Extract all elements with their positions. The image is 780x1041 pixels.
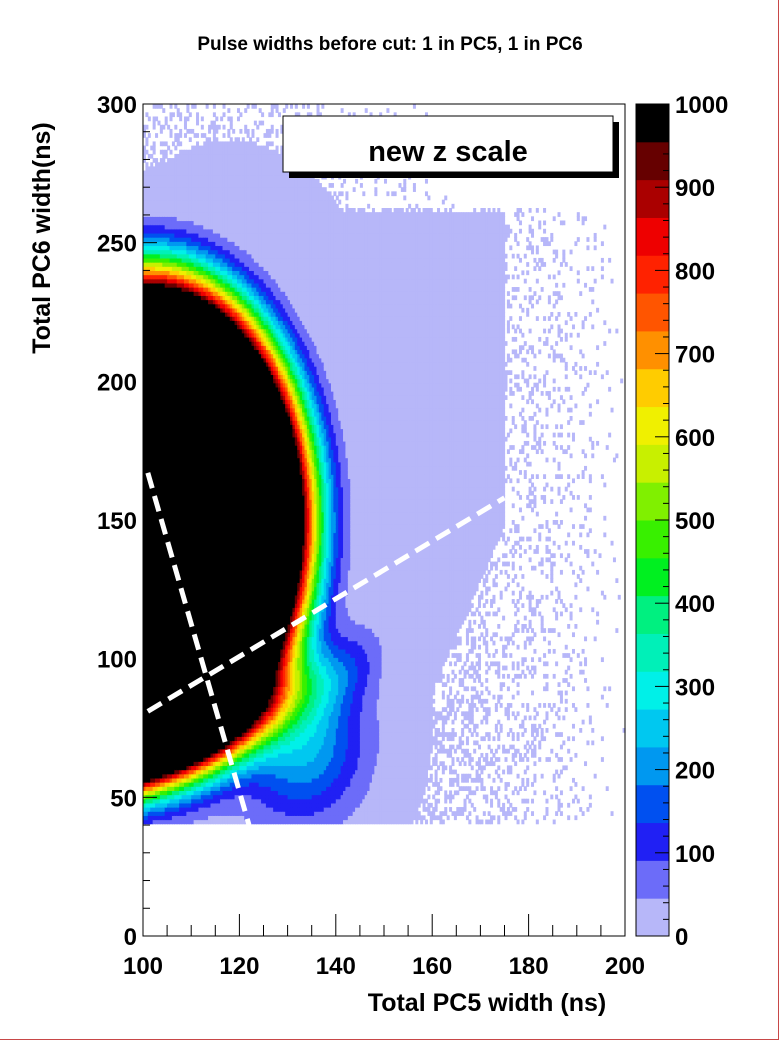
heatmap-cell xyxy=(162,125,165,130)
heatmap-cell xyxy=(186,108,189,113)
heatmap-cell xyxy=(208,137,211,142)
heatmap-cell xyxy=(155,158,158,163)
heatmap-cell xyxy=(184,133,187,138)
heatmap-cell xyxy=(160,129,163,134)
heatmap-cell xyxy=(167,146,170,151)
heatmap-cell xyxy=(186,116,189,121)
heatmap-cell xyxy=(170,150,173,155)
heatmap-cell xyxy=(170,133,173,138)
heatmap-cell xyxy=(153,150,156,155)
plot-area xyxy=(143,104,626,936)
heatmap-cell xyxy=(179,116,182,121)
heatmap-cell xyxy=(196,141,199,146)
heatmap-cell xyxy=(145,112,148,117)
heatmap-cell xyxy=(196,116,199,121)
heatmap-cell xyxy=(174,125,177,130)
heatmap-cell xyxy=(165,154,168,159)
heatmap-cell xyxy=(167,125,170,130)
heatmap-cell xyxy=(160,104,163,109)
heatmap-cell xyxy=(155,116,158,121)
heatmap-cell xyxy=(165,116,168,121)
heatmap-cell xyxy=(184,121,187,126)
heatmap-cell xyxy=(213,121,216,126)
heatmap-cell xyxy=(150,162,153,167)
heatmap-cell xyxy=(213,133,216,138)
heatmap-cell xyxy=(172,141,175,146)
heatmap-cell xyxy=(145,150,148,155)
heatmap-cell xyxy=(177,137,180,142)
heatmap-cell xyxy=(162,108,165,113)
heatmap-cell xyxy=(179,129,182,134)
heatmap-cell xyxy=(179,112,182,117)
heatmap-cell xyxy=(153,121,156,126)
heatmap-cell xyxy=(153,146,156,151)
heatmap-cell xyxy=(145,141,148,146)
heatmap-cell xyxy=(191,129,194,134)
heatmap-cell xyxy=(157,121,160,126)
heatmap-cell xyxy=(153,125,156,130)
heatmap-cell xyxy=(170,116,173,121)
heatmap-cell xyxy=(184,125,187,130)
heatmap-cell xyxy=(165,121,168,126)
heatmap-cell xyxy=(150,154,153,159)
heatmap-cell xyxy=(206,104,209,109)
heatmap-cell xyxy=(213,104,216,109)
heatmap-cell xyxy=(165,150,168,155)
heatmap-cell xyxy=(162,158,165,163)
heatmap-cell xyxy=(145,137,148,142)
heatmap-cell xyxy=(165,141,168,146)
heatmap-cell xyxy=(203,133,206,138)
heatmap-cell xyxy=(145,162,148,167)
heatmap-cell xyxy=(172,112,175,117)
heatmap-cell xyxy=(155,133,158,138)
heatmap-cell xyxy=(174,146,177,151)
heatmap-cell xyxy=(201,116,204,121)
heatmap-cell xyxy=(179,133,182,138)
heatmap-cell xyxy=(148,116,151,121)
heatmap-cell xyxy=(201,125,204,130)
heatmap-cell xyxy=(208,129,211,134)
heatmap-cell xyxy=(145,125,148,130)
heatmap-cell xyxy=(170,129,173,134)
heatmap-cell xyxy=(170,104,173,109)
heatmap-cell xyxy=(196,112,199,117)
heatmap-cell xyxy=(189,137,192,142)
heatmap-cell xyxy=(174,104,177,109)
heatmap-cell xyxy=(194,104,197,109)
heatmap-cell xyxy=(179,141,182,146)
heatmap-cell xyxy=(148,133,151,138)
heatmap-cell xyxy=(153,141,156,146)
heatmap-cell xyxy=(186,104,189,109)
heatmap-cell xyxy=(213,112,216,117)
heatmap-cell xyxy=(177,108,180,113)
heatmap-cell xyxy=(189,112,192,117)
heatmap-cell xyxy=(196,133,199,138)
heatmap-cell xyxy=(196,121,199,126)
